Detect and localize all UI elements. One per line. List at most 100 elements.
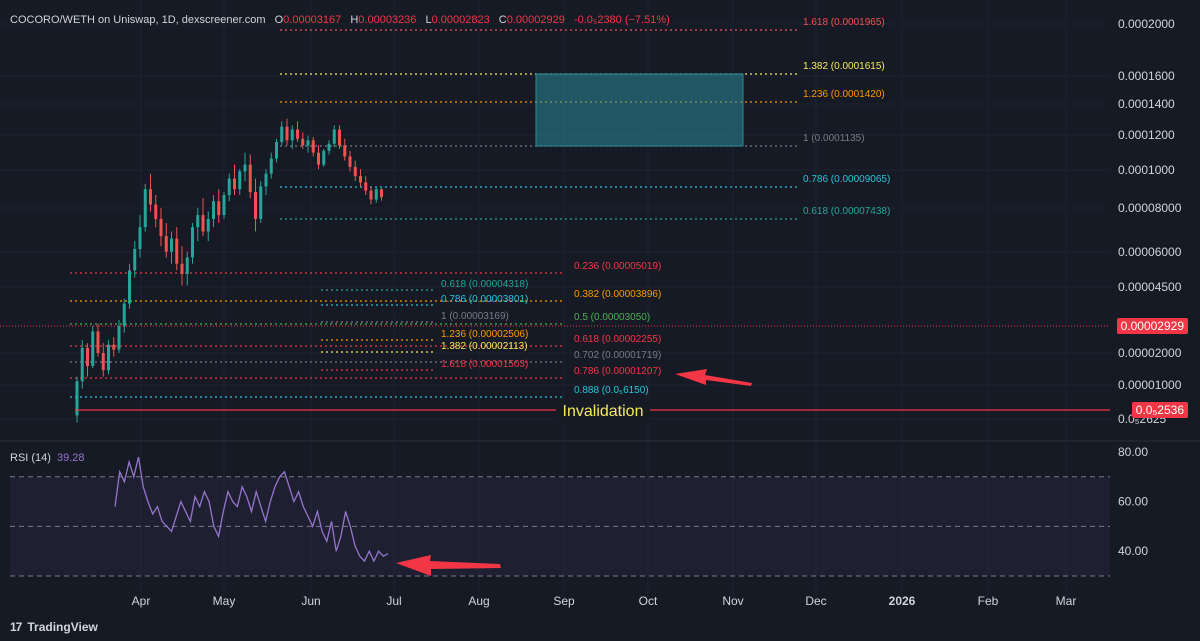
candle-body	[332, 129, 336, 144]
high-label: H	[350, 14, 359, 26]
price-axis[interactable]: 0.0002000 0.0001600 0.0001400 0.0001200 0.00…	[1118, 17, 1182, 426]
fib-mid-label: 0.618 (0.00002255)	[574, 334, 661, 345]
change-value: -0.0₅2380 (−7.51%)	[573, 14, 670, 26]
candle-body	[348, 156, 352, 167]
candle-body	[75, 381, 79, 416]
fib-levels: 1.618 (0.0001965) 1.382 (0.0001615) 1.236 …	[70, 17, 890, 398]
rsi-pane: 80.00 60.00 40.00	[10, 445, 1148, 577]
price-tick-label: 0.0001200	[1118, 128, 1175, 142]
symbol-title[interactable]: COCORO/WETH on Uniswap, 1D, dexscreener.…	[10, 14, 266, 26]
tradingview-logo-icon: 17	[10, 620, 22, 634]
close-value: 0.00002929	[506, 14, 565, 26]
time-tick-label: Mar	[1056, 594, 1077, 608]
candle-body	[285, 126, 289, 141]
rsi-value: 39.28	[56, 452, 85, 464]
price-tick-label: 0.00004500	[1118, 280, 1182, 294]
time-axis[interactable]: Apr May Jun Jul Aug Sep Oct Nov Dec 2026 Feb Mar	[132, 594, 1077, 608]
candle-body	[149, 189, 152, 205]
candle-body	[233, 178, 236, 190]
candle-body	[364, 182, 368, 191]
candle-body	[248, 164, 252, 193]
candle-body	[290, 129, 294, 141]
candle-body	[301, 138, 305, 146]
time-tick-label: 2026	[889, 594, 916, 608]
candle-body	[196, 215, 200, 228]
low-label: L	[425, 14, 432, 26]
candle-body	[91, 331, 95, 367]
candle-body	[159, 218, 163, 237]
price-tick-label: 0.0001400	[1118, 97, 1175, 111]
annotations: Invalidation	[75, 369, 1110, 576]
candle-body	[206, 218, 210, 232]
rsi-legend[interactable]: RSI (14) 39.28	[10, 452, 85, 464]
candle-body	[112, 344, 116, 350]
target-zone-box	[535, 73, 744, 147]
candle-body	[380, 189, 383, 198]
candle-body	[343, 145, 347, 157]
candle-body	[327, 143, 331, 151]
price-tick-label: 0.00001000	[1118, 378, 1182, 392]
candle-body	[269, 158, 273, 174]
time-tick-label: Jun	[301, 594, 320, 608]
time-tick-label: Apr	[132, 594, 151, 608]
candle-body	[107, 344, 110, 371]
candle-body	[138, 227, 142, 249]
time-tick-label: Jul	[386, 594, 401, 608]
candle-body	[259, 186, 263, 219]
candle-body	[238, 171, 242, 190]
fib-mid-label: 0.702 (0.00001719)	[574, 350, 661, 361]
candle-body	[280, 126, 284, 143]
candle-body	[369, 190, 373, 200]
candle-body	[133, 248, 137, 271]
close-label: C	[498, 14, 507, 26]
candle-body	[217, 201, 221, 216]
candle-body	[243, 164, 247, 172]
invalidation-label-bg	[556, 399, 650, 421]
candle-body	[154, 204, 158, 219]
candle-body	[353, 166, 357, 177]
price-tick-label: 0.0001600	[1118, 69, 1175, 83]
arrow-rsi-icon	[396, 555, 501, 576]
candle-body	[180, 263, 184, 274]
fib-mid-label: 0.382 (0.00003896)	[574, 289, 661, 300]
candle-body	[122, 303, 126, 327]
open-value: 0.00003167	[283, 14, 342, 26]
candle-body	[338, 129, 341, 146]
candle-body	[212, 201, 215, 219]
time-tick-label: Aug	[468, 594, 489, 608]
fib-inner-label: 1.236 (0.00002506)	[441, 329, 528, 340]
candle-body	[254, 192, 257, 219]
low-value: 0.00002823	[431, 14, 490, 26]
last-price-tag: 0.00002929	[1116, 318, 1188, 334]
candle-body	[128, 270, 131, 304]
fib-mid-label: 0.236 (0.00005019)	[574, 261, 661, 272]
fib-upper-label: 1.382 (0.0001615)	[803, 61, 885, 72]
fib-upper-label: 0.618 (0.00007438)	[803, 206, 890, 217]
candle-body	[317, 152, 320, 165]
time-tick-label: May	[213, 594, 236, 608]
candle-body	[359, 176, 362, 183]
candle-body	[185, 257, 189, 274]
candle-body	[96, 331, 100, 353]
candle-body	[170, 238, 173, 252]
candle-body	[143, 189, 147, 228]
target-zone	[535, 73, 744, 147]
candle-body	[80, 347, 84, 382]
fib-upper-label: 0.786 (0.00009065)	[803, 174, 890, 185]
tradingview-brand[interactable]: 17 TradingView	[10, 620, 98, 634]
candle-body	[275, 142, 278, 159]
candle-body	[264, 173, 268, 187]
fib-inner-label: 1.618 (0.00001503)	[441, 359, 528, 370]
fib-upper-label: 1.236 (0.0001420)	[803, 89, 885, 100]
fib-mid-label: 0.5 (0.00003050)	[574, 312, 650, 323]
candle-body	[117, 326, 121, 350]
price-tick-label: 0.00006000	[1118, 245, 1182, 259]
candle-body	[311, 140, 315, 153]
candle-body	[322, 150, 326, 165]
candle-body	[191, 227, 194, 258]
fib-inner-label: 1.382 (0.00002113)	[441, 341, 528, 352]
invalidation-price-tag: 0.0₅2536	[1131, 402, 1188, 418]
fib-mid-label: 0.888 (0.0₅6150)	[574, 385, 649, 396]
fib-upper-label: 1 (0.0001135)	[803, 133, 865, 144]
